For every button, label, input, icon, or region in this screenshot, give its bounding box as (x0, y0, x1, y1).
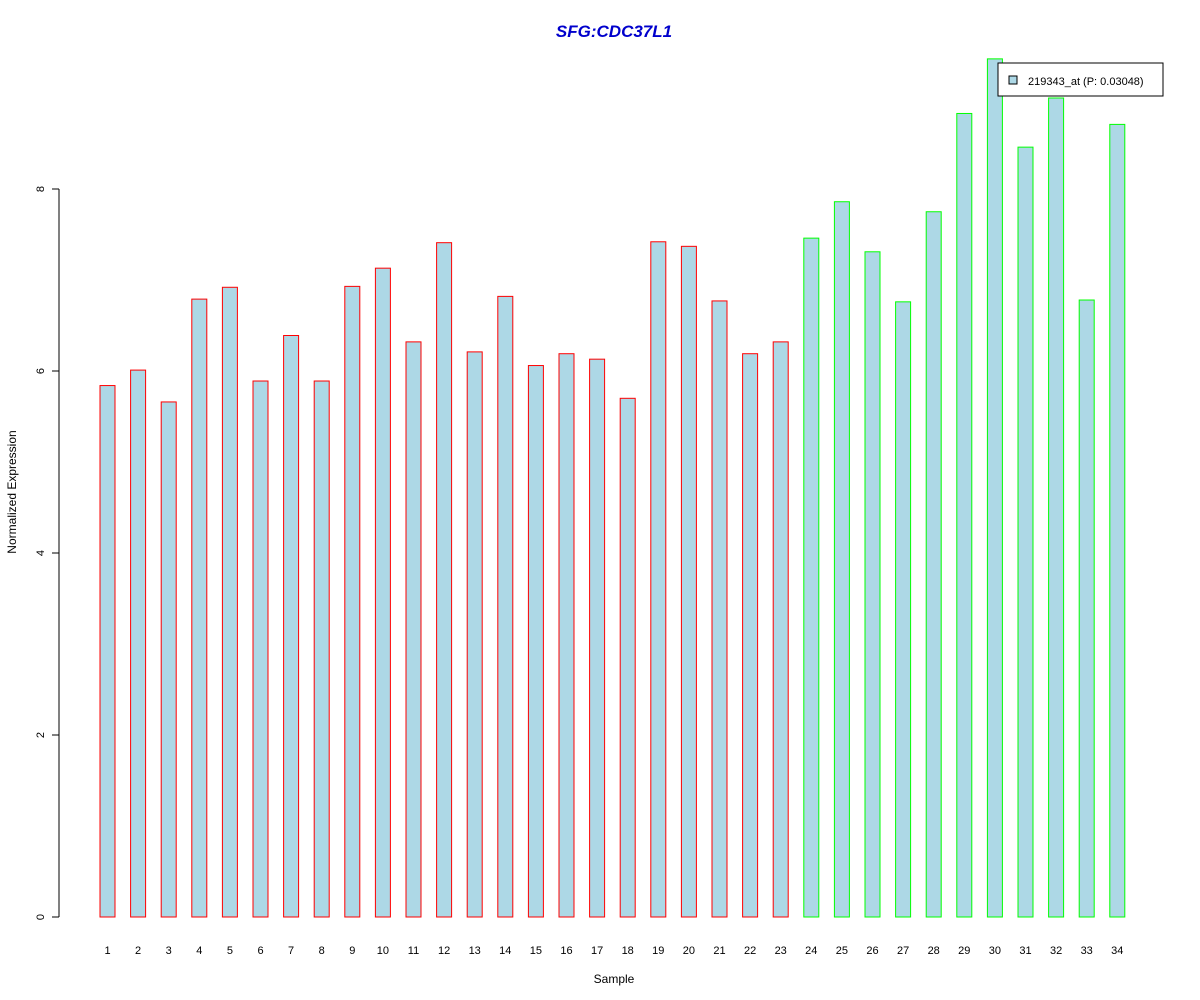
bar-sample-23 (772, 341, 789, 918)
y-tick-label: 4 (35, 550, 47, 556)
x-tick-label: 10 (377, 945, 389, 957)
x-tick-label: 20 (683, 945, 695, 957)
y-tick-label: 8 (35, 186, 47, 192)
x-tick-label: 8 (319, 945, 325, 957)
y-axis-label: Normalized Expression (5, 430, 19, 553)
x-axis-label: Sample (594, 972, 635, 986)
x-tick-label: 2 (135, 945, 141, 957)
x-tick-label: 6 (257, 945, 263, 957)
legend: 219343_at (P: 0.03048) (997, 62, 1164, 97)
x-tick-label: 5 (227, 945, 233, 957)
bar-sample-13 (466, 351, 483, 918)
x-tick-label: 9 (349, 945, 355, 957)
bar-sample-32 (1048, 97, 1065, 918)
bar-sample-19 (650, 241, 667, 918)
x-tick-label: 14 (499, 945, 511, 957)
bar-sample-7 (283, 335, 300, 918)
legend-swatch (1008, 75, 1018, 85)
y-axis: 0 2 4 6 8 (35, 186, 60, 920)
bar-sample-4 (191, 298, 208, 918)
x-tick-label: 23 (775, 945, 787, 957)
bar-sample-3 (160, 401, 177, 918)
bars-group (99, 58, 1126, 918)
x-tick-label: 13 (469, 945, 481, 957)
y-tick-label: 0 (35, 914, 47, 920)
bar-sample-24 (803, 237, 820, 918)
x-tick-label: 30 (989, 945, 1001, 957)
bar-sample-15 (527, 365, 544, 918)
bar-sample-5 (221, 286, 238, 918)
x-tick-label: 29 (958, 945, 970, 957)
bar-sample-8 (313, 380, 330, 918)
x-tick-label: 28 (928, 945, 940, 957)
legend-box (997, 62, 1164, 97)
x-tick-label: 4 (196, 945, 202, 957)
legend-label: 219343_at (P: 0.03048) (1028, 76, 1144, 88)
bar-sample-11 (405, 341, 422, 918)
x-tick-label: 22 (744, 945, 756, 957)
bar-sample-17 (589, 358, 606, 918)
bar-sample-22 (742, 353, 759, 918)
bar-sample-12 (436, 242, 453, 918)
bar-sample-27 (895, 301, 912, 918)
x-tick-labels: 1 2 3 4 5 6 7 8 9 10 11 12 13 14 15 16 17 18 19 20 21 22 23 24 2… (104, 945, 1123, 957)
x-tick-label: 25 (836, 945, 848, 957)
bar-sample-10 (374, 267, 391, 918)
bar-sample-14 (497, 295, 514, 918)
bar-sample-20 (680, 245, 697, 918)
y-tick-label: 2 (35, 732, 47, 738)
bar-sample-29 (956, 112, 973, 918)
x-tick-label: 34 (1111, 945, 1123, 957)
bar-sample-6 (252, 380, 269, 918)
bar-sample-26 (864, 251, 881, 918)
x-tick-label: 16 (560, 945, 572, 957)
x-tick-label: 24 (805, 945, 817, 957)
chart-title: SFG:CDC37L1 (556, 22, 672, 41)
x-tick-label: 11 (408, 945, 419, 957)
x-tick-label: 18 (622, 945, 634, 957)
bar-sample-31 (1017, 146, 1034, 918)
bar-sample-25 (833, 201, 850, 918)
x-tick-label: 7 (288, 945, 294, 957)
x-tick-label: 3 (166, 945, 172, 957)
bar-sample-2 (130, 369, 147, 918)
bar-sample-16 (558, 353, 575, 918)
x-tick-label: 33 (1081, 945, 1093, 957)
x-tick-label: 26 (866, 945, 878, 957)
x-tick-label: 12 (438, 945, 450, 957)
x-tick-label: 32 (1050, 945, 1062, 957)
bar-sample-33 (1078, 299, 1095, 918)
x-tick-label: 31 (1019, 945, 1031, 957)
bar-sample-18 (619, 397, 636, 918)
bar-sample-28 (925, 211, 942, 918)
x-tick-label: 19 (652, 945, 664, 957)
bar-sample-34 (1109, 123, 1126, 918)
x-tick-label: 1 (104, 945, 110, 957)
bar-sample-1 (99, 385, 116, 918)
x-tick-label: 27 (897, 945, 909, 957)
x-tick-label: 17 (591, 945, 603, 957)
x-tick-label: 15 (530, 945, 542, 957)
bar-sample-9 (344, 285, 361, 918)
bar-sample-30 (986, 58, 1003, 918)
bar-sample-21 (711, 300, 728, 918)
y-tick-label: 6 (35, 368, 47, 374)
x-tick-label: 21 (713, 945, 725, 957)
